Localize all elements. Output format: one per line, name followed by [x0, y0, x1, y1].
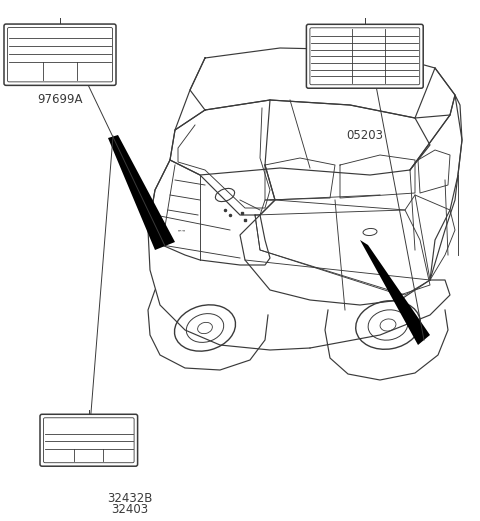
Text: 97699A: 97699A	[37, 93, 83, 106]
Polygon shape	[108, 135, 175, 250]
FancyBboxPatch shape	[306, 24, 423, 88]
FancyBboxPatch shape	[40, 414, 138, 466]
Text: "’‘": "’‘"	[178, 229, 186, 234]
Polygon shape	[360, 240, 430, 345]
Text: 32403: 32403	[111, 503, 148, 516]
Text: 32432B: 32432B	[107, 492, 152, 505]
FancyBboxPatch shape	[4, 24, 116, 85]
Text: 05203: 05203	[346, 129, 384, 142]
